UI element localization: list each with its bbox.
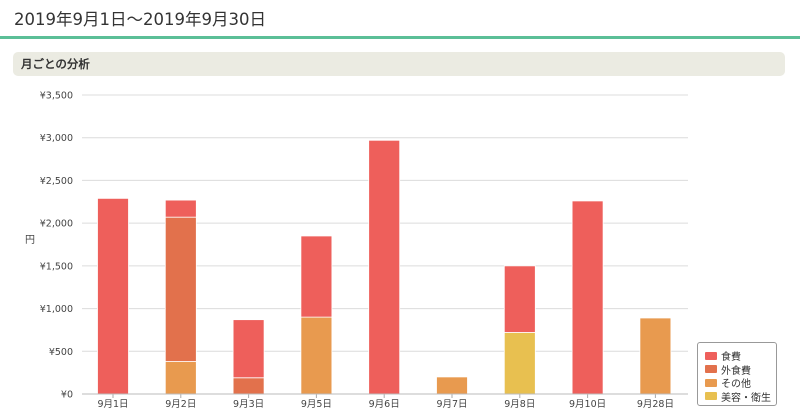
- title-divider: [0, 36, 800, 39]
- bar-segment: [300, 235, 333, 318]
- bar-segment: [97, 197, 129, 395]
- legend-swatch: [705, 351, 717, 360]
- y-tick-label: ¥2,000: [40, 219, 73, 230]
- y-axis-title: 円: [25, 235, 35, 246]
- legend-label: 食費: [721, 352, 741, 364]
- x-tick-label: 9月3日: [233, 399, 264, 410]
- bar-segment: [368, 139, 401, 395]
- chart-legend: 食費 外食費その他 美容・衛生: [697, 342, 777, 406]
- bar-segment: [639, 317, 672, 395]
- y-tick-label: ¥1,500: [40, 261, 73, 272]
- y-tick-label: ¥0: [61, 390, 73, 401]
- section-header: 月ごとの分析: [13, 52, 785, 76]
- legend-item[interactable]: 外食費: [705, 363, 776, 377]
- y-tick-label: ¥3,000: [40, 133, 73, 144]
- y-tick-label: ¥500: [49, 347, 73, 358]
- bar-segment: [571, 200, 604, 395]
- bar-segment: [300, 316, 333, 395]
- bar-segment: [232, 319, 265, 379]
- bar-segment: [164, 199, 197, 218]
- x-tick-label: 9月5日: [301, 399, 332, 410]
- section-title: 月ごとの分析: [21, 57, 90, 71]
- x-tick-label: 9月6日: [369, 399, 400, 410]
- legend-swatch: [705, 378, 717, 387]
- legend-label: 外食費: [721, 365, 751, 377]
- bar-segment: [503, 265, 536, 333]
- legend-item[interactable]: その他: [705, 376, 776, 390]
- y-tick-label: ¥1,000: [40, 304, 73, 315]
- legend-item[interactable]: 食費: [705, 349, 776, 363]
- legend-item[interactable]: 美容・衛生: [705, 390, 776, 404]
- bar-segment: [232, 377, 265, 395]
- legend-label: その他: [721, 379, 751, 391]
- x-tick-label: 9月1日: [97, 399, 128, 410]
- y-tick-label: ¥2,500: [40, 176, 73, 187]
- legend-label: 美容・衛生: [721, 392, 771, 404]
- bar-segment: [164, 361, 197, 395]
- bar-segment: [164, 216, 197, 362]
- x-tick-label: 9月7日: [436, 399, 467, 410]
- y-tick-label: ¥3,500: [40, 91, 73, 102]
- page-title: 2019年9月1日～2019年9月30日: [14, 10, 266, 29]
- legend-swatch: [705, 365, 717, 374]
- x-tick-label: 9月2日: [165, 399, 196, 410]
- x-tick-label: 9月10日: [569, 399, 606, 410]
- x-tick-label: 9月8日: [504, 399, 535, 410]
- legend-swatch: [705, 392, 717, 401]
- x-tick-label: 9月28日: [637, 399, 674, 410]
- bar-segment: [503, 332, 536, 395]
- bar-segment: [436, 376, 468, 395]
